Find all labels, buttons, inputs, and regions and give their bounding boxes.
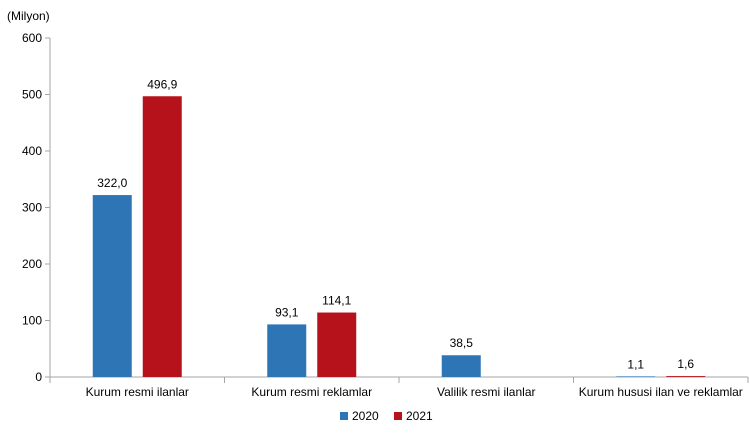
data-label-2020-3: 38,5 (450, 336, 474, 350)
data-label-2021-4: 1,6 (677, 357, 694, 371)
legend-label-2020: 2020 (352, 409, 379, 423)
bars (92, 96, 706, 378)
legend-label-2021: 2021 (406, 409, 433, 423)
category-label-2: Kurum resmi reklamlar (251, 385, 372, 399)
bar-2021-2 (317, 312, 357, 377)
bar-2020-2 (267, 324, 307, 377)
bar-2021-1 (142, 96, 182, 378)
legend: 2020 2021 (340, 409, 433, 423)
bar-2020-1 (92, 195, 132, 377)
bar-2020-4 (616, 376, 656, 377)
x-axis (49, 376, 749, 383)
y-tick-label: 500 (22, 88, 42, 102)
data-label-2020-4: 1,1 (627, 357, 644, 371)
y-tick-label: 100 (22, 314, 42, 328)
legend-swatch-2020 (340, 412, 348, 420)
y-tick-label: 600 (22, 31, 42, 45)
bar-2021-4 (666, 376, 706, 377)
y-tick-label: 400 (22, 144, 42, 158)
y-tick-label: 300 (22, 201, 42, 215)
data-labels: 322,0 496,9 93,1 114,1 38,5 1,1 1,6 (97, 77, 694, 371)
legend-swatch-2021 (394, 412, 402, 420)
data-label-2021-1: 496,9 (147, 77, 177, 91)
y-axis: 0 100 200 300 400 500 600 (22, 31, 51, 384)
data-label-2021-2: 114,1 (322, 294, 351, 308)
data-label-2020-2: 93,1 (275, 305, 299, 319)
category-label-3: Valilik resmi ilanlar (437, 385, 535, 399)
category-label-4: Kurum hususi ilan ve reklamlar (579, 385, 743, 399)
data-label-2020-1: 322,0 (97, 176, 127, 190)
category-label-1: Kurum resmi ilanlar (86, 385, 189, 399)
y-tick-label: 200 (22, 257, 42, 271)
bar-2020-3 (441, 355, 481, 377)
unit-label: (Milyon) (7, 9, 50, 23)
y-tick-label: 0 (35, 370, 42, 384)
category-labels: Kurum resmi ilanlar Kurum resmi reklamlar… (86, 385, 743, 399)
